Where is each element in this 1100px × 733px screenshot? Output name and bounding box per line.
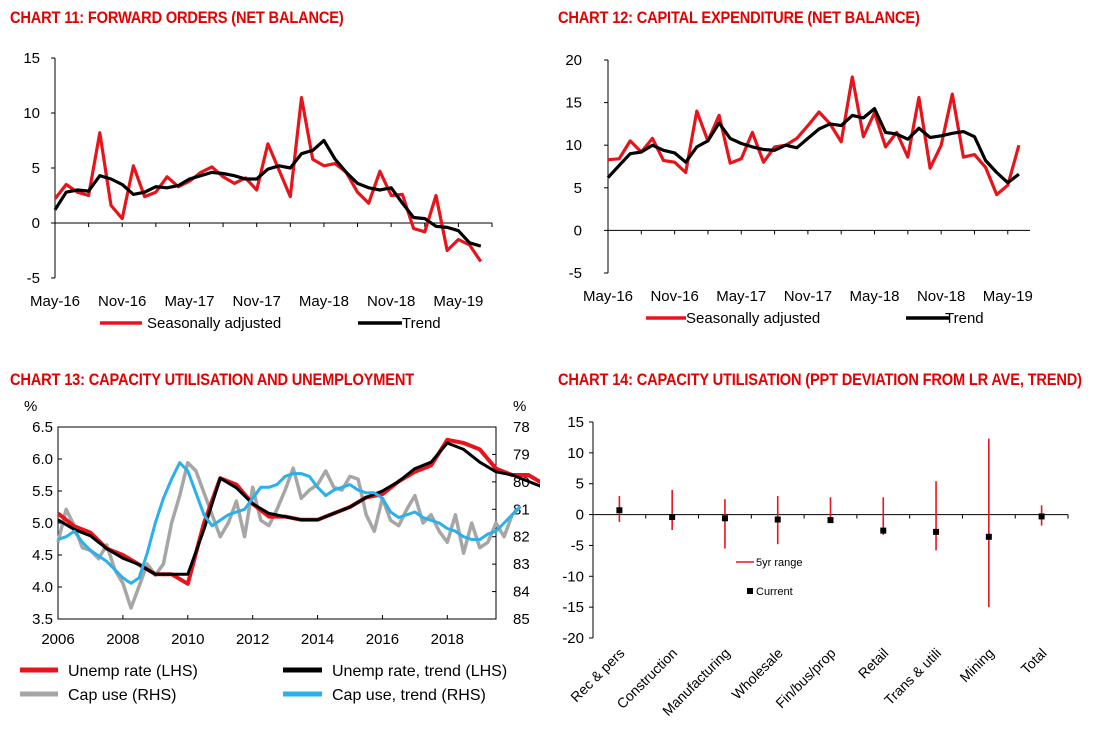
y-tick-label-right: 79	[513, 446, 530, 463]
x-tick-label: 2018	[431, 631, 464, 648]
chart-12-title: CHART 12: CAPITAL EXPENDITURE (NET BALAN…	[558, 8, 920, 27]
x-tick-label: May-16	[583, 288, 633, 305]
x-tick-label: May-17	[716, 288, 766, 305]
x-tick-label: May-16	[30, 293, 80, 310]
y-tick-label-left: 4.0	[32, 579, 53, 596]
y-tick-label: 10	[23, 105, 40, 122]
series-line-unemp-rate-trend	[57, 441, 540, 576]
series-line-seasonally-adjusted	[607, 75, 1021, 197]
chart-12-panel: CHART 12: CAPITAL EXPENDITURE (NET BALAN…	[558, 8, 1088, 338]
y-tick-label: -15	[562, 599, 584, 616]
legend-label: Unemp rate (LHS)	[68, 663, 198, 680]
chart-14-title: CHART 14: CAPACITY UTILISATION (PPT DEVI…	[558, 370, 1082, 389]
y-tick-label: 10	[565, 137, 582, 154]
current-marker	[1038, 513, 1045, 520]
y-tick-label: 0	[574, 222, 582, 239]
x-tick-label: Nov-17	[784, 288, 832, 305]
legend-label: Unemp rate, trend (LHS)	[332, 663, 507, 680]
y-tick-label-left: 6.5	[32, 419, 53, 436]
x-tick-label: Nov-16	[650, 288, 698, 305]
chart-11-title: CHART 11: FORWARD ORDERS (NET BALANCE)	[10, 8, 344, 27]
current-marker	[616, 507, 623, 514]
current-marker	[933, 528, 940, 535]
legend-label: Trend	[945, 310, 984, 327]
x-tick-label: Nov-17	[233, 293, 281, 310]
legend-label-current: Current	[756, 586, 793, 598]
y-tick-label: 0	[576, 507, 584, 524]
y-tick-label-left: 6.0	[32, 451, 53, 468]
legend-label: Cap use (RHS)	[68, 687, 176, 704]
category-label: Trans & utili	[881, 645, 944, 708]
legend-label: Trend	[402, 315, 441, 332]
y-tick-label: 20	[565, 52, 582, 69]
y-axis-label-right: %	[513, 398, 526, 415]
x-tick-label: May-18	[850, 288, 900, 305]
y-tick-label: 15	[565, 95, 582, 112]
current-marker	[827, 517, 834, 524]
current-marker	[985, 533, 992, 540]
category-label: Mining	[956, 645, 996, 685]
x-tick-label: Nov-16	[98, 293, 146, 310]
current-marker	[880, 527, 887, 534]
current-marker	[721, 515, 728, 522]
series-line-trend	[53, 138, 482, 248]
chart-11-panel: CHART 11: FORWARD ORDERS (NET BALANCE) 1…	[10, 8, 530, 338]
x-tick-label: 2012	[236, 631, 269, 648]
legend-label: Seasonally adjusted	[147, 315, 281, 332]
y-tick-label: 5	[32, 160, 40, 177]
y-tick-label-left: 5.0	[32, 515, 53, 532]
y-tick-label: -20	[562, 630, 584, 647]
y-tick-label-right: 82	[513, 529, 530, 546]
y-tick-label: -5	[571, 537, 584, 554]
y-tick-label: -10	[562, 568, 584, 585]
x-tick-label: 2010	[171, 631, 204, 648]
y-tick-label-right: 85	[513, 611, 530, 628]
y-tick-label: 0	[32, 215, 40, 232]
y-axis-label-left: %	[24, 398, 37, 415]
legend-label: Seasonally adjusted	[686, 310, 820, 327]
y-tick-label: 15	[23, 50, 40, 67]
current-marker	[669, 514, 676, 521]
y-tick-label: 10	[567, 445, 584, 462]
category-label: Retail	[855, 645, 892, 682]
x-tick-label: May-17	[164, 293, 214, 310]
y-tick-label-right: 83	[513, 556, 530, 573]
series-line-seasonally-adjusted	[53, 95, 483, 263]
legend-label: Cap use, trend (RHS)	[332, 687, 486, 704]
y-tick-label-left: 5.5	[32, 483, 53, 500]
y-tick-label-right: 84	[513, 584, 530, 601]
x-tick-label: May-18	[299, 293, 349, 310]
y-tick-label-right: 81	[513, 501, 530, 518]
current-marker	[774, 516, 781, 523]
legend-swatch-current	[747, 588, 753, 594]
x-tick-label: May-19	[983, 288, 1033, 305]
y-tick-label: 15	[567, 414, 584, 431]
series-line-cap-use	[56, 460, 522, 610]
x-tick-label: 2008	[106, 631, 139, 648]
y-tick-label-right: 78	[513, 419, 530, 436]
chart-13-panel: CHART 13: CAPACITY UTILISATION AND UNEMP…	[10, 370, 540, 730]
x-tick-label: 2014	[301, 631, 334, 648]
y-tick-label-left: 3.5	[32, 611, 53, 628]
y-tick-label: 5	[574, 180, 582, 197]
y-tick-label: -5	[27, 270, 40, 287]
category-label: Total	[1018, 645, 1050, 677]
series-line-trend	[606, 106, 1020, 185]
x-tick-label: Nov-18	[367, 293, 415, 310]
chart-11-svg: 15 10 5 0 -5 May-16 Nov-16 May-17 Nov-17 May-18 No…	[23, 50, 493, 332]
chart-13-title: CHART 13: CAPACITY UTILISATION AND UNEMP…	[10, 370, 414, 389]
y-tick-label-left: 4.5	[32, 547, 53, 564]
chart-13-svg: % %6.56.05.55.04.54.03.578798081828384852…	[20, 398, 540, 704]
x-tick-label: 2016	[366, 631, 399, 648]
x-tick-label: May-19	[433, 293, 483, 310]
x-tick-label: 2006	[41, 631, 74, 648]
series-line-cap-use-trend	[57, 461, 522, 585]
y-tick-label: -5	[569, 265, 582, 282]
chart-14-panel: CHART 14: CAPACITY UTILISATION (PPT DEVI…	[558, 370, 1098, 732]
x-tick-label: Nov-18	[917, 288, 965, 305]
legend-label-range: 5yr range	[756, 557, 802, 569]
y-tick-label: 5	[576, 476, 584, 493]
